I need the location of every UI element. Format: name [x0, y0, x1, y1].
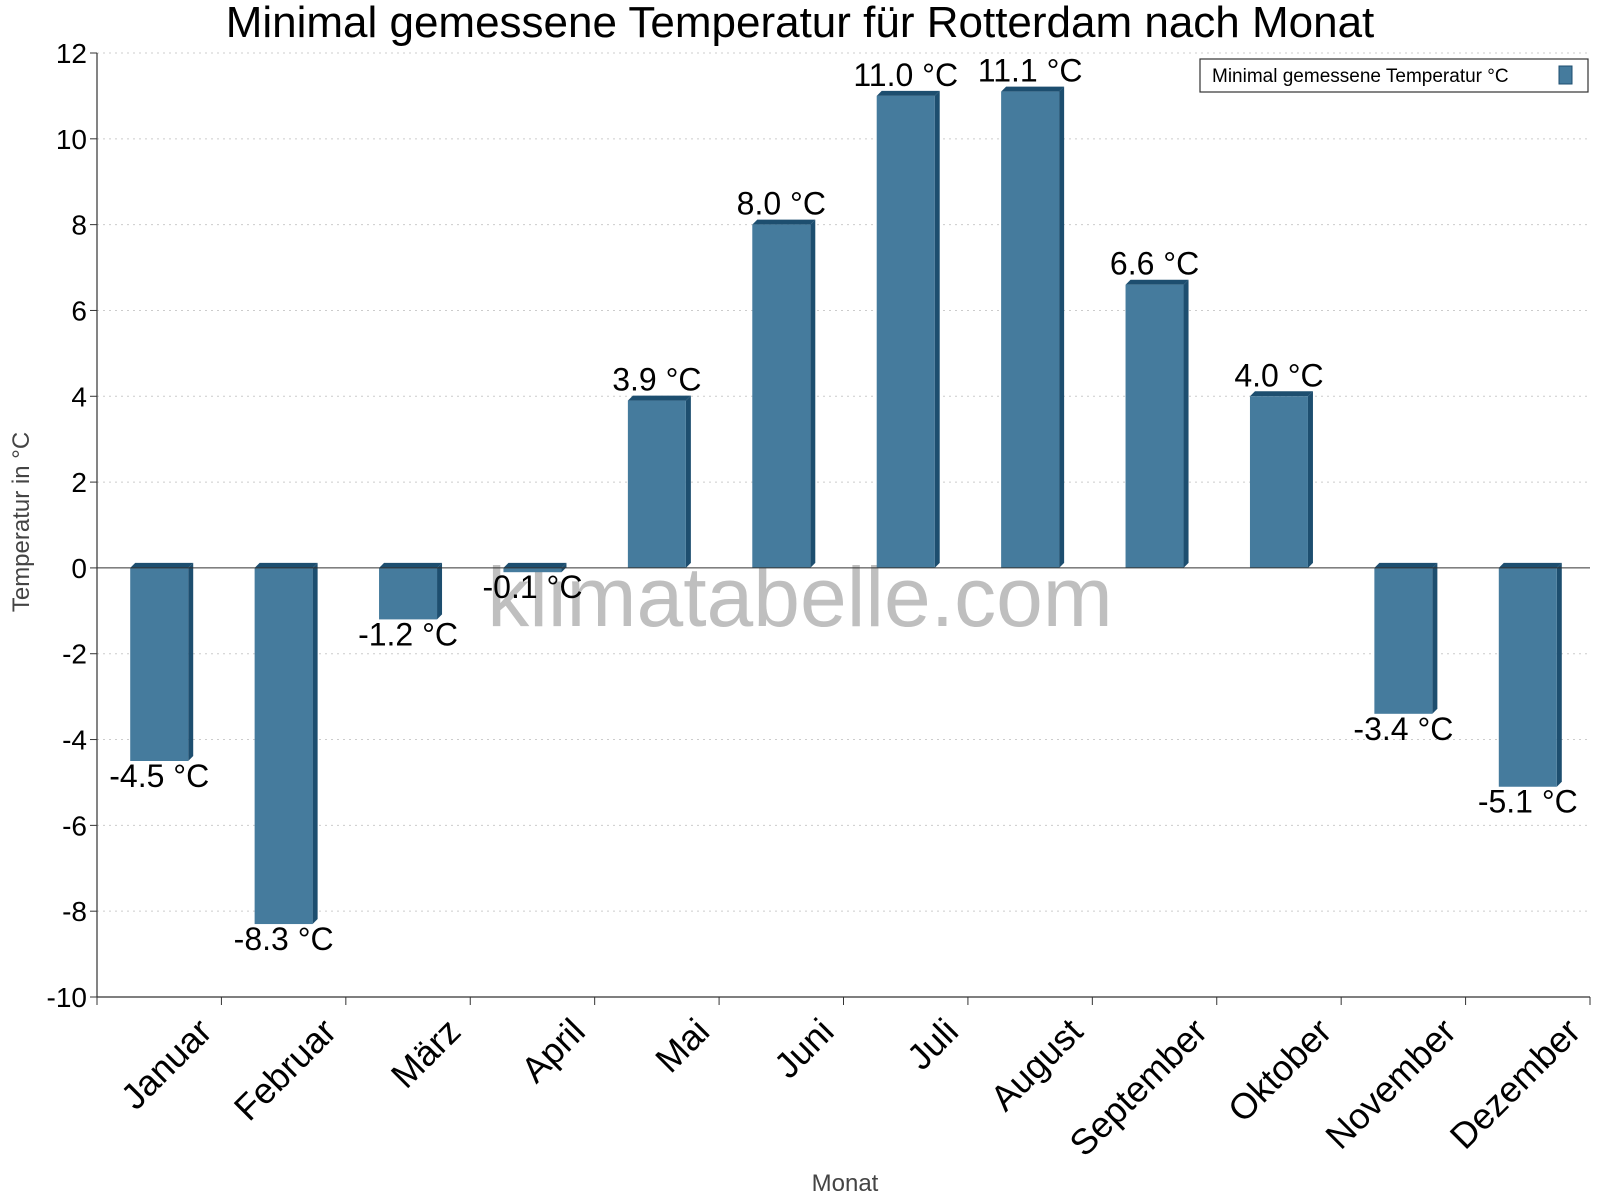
bar-top-face — [254, 562, 318, 568]
bar-januar — [130, 562, 194, 761]
data-label: -1.2 °C — [358, 616, 458, 652]
y-axis-label: Temperatur in °C — [8, 432, 35, 612]
bar-side-face — [437, 562, 443, 620]
bar-top-face — [1249, 391, 1313, 397]
bar-front-face — [1125, 284, 1184, 568]
bar-front-face — [379, 567, 438, 620]
data-label: 4.0 °C — [1234, 357, 1323, 393]
bar-top-face — [1125, 279, 1189, 285]
grid — [97, 52, 1590, 998]
bar-side-face — [934, 90, 940, 568]
bar-front-face — [627, 400, 686, 568]
x-tick-label: März — [383, 1010, 469, 1096]
bar-front-face — [1498, 567, 1557, 787]
bar-front-face — [503, 567, 562, 573]
bar-front-face — [1001, 91, 1060, 568]
bar-top-face — [503, 562, 567, 568]
bar-top-face — [1001, 86, 1065, 92]
bar-dezember — [1498, 562, 1562, 787]
bar-top-face — [379, 562, 443, 568]
y-tick-label: 6 — [71, 295, 87, 326]
bar-side-face — [1307, 391, 1313, 568]
bar-side-face — [685, 395, 691, 568]
data-label: 3.9 °C — [612, 362, 701, 398]
data-label: -8.3 °C — [234, 921, 334, 957]
bar-side-face — [188, 562, 194, 761]
y-tick-label: 8 — [71, 210, 87, 241]
bars — [130, 86, 1562, 925]
x-tick-label: November — [1317, 1010, 1463, 1156]
x-tick-label: Januar — [113, 1010, 220, 1117]
bar-top-face — [1498, 562, 1562, 568]
data-label: -3.4 °C — [1353, 711, 1453, 747]
data-label: 11.1 °C — [978, 53, 1083, 89]
bar-august — [1001, 86, 1065, 568]
bar-september — [1125, 279, 1189, 568]
bar-front-face — [1374, 567, 1433, 714]
bar-front-face — [130, 567, 189, 761]
bar-top-face — [876, 90, 940, 96]
bar-side-face — [1059, 86, 1065, 568]
x-tick-label: Mai — [647, 1010, 717, 1080]
x-tick-label: Juli — [899, 1010, 966, 1077]
data-label: -4.5 °C — [109, 758, 209, 794]
x-tick-label: April — [513, 1010, 593, 1090]
bar-top-face — [752, 219, 816, 225]
data-label: 8.0 °C — [737, 186, 826, 222]
y-tick-label: -10 — [47, 982, 87, 1013]
bar-front-face — [752, 224, 811, 568]
bar-side-face — [1432, 562, 1438, 714]
y-tick-label: -6 — [62, 810, 87, 841]
bar-side-face — [1183, 279, 1189, 568]
bar-front-face — [254, 567, 313, 925]
bar-side-face — [312, 562, 318, 925]
legend-box — [1199, 58, 1589, 93]
bar-juli — [876, 90, 940, 568]
bar-februar — [254, 562, 318, 925]
data-label: 6.6 °C — [1110, 246, 1199, 282]
bar-front-face — [1249, 396, 1308, 568]
y-tick-label: 0 — [71, 553, 87, 584]
data-labels: -4.5 °C -8.3 °C -1.2 °C -0.1 °C 3.9 °C 8.0 °C… — [109, 53, 1578, 957]
y-tick-label: 4 — [71, 381, 87, 412]
x-tick-label: Juni — [766, 1010, 842, 1086]
chart-title: Minimal gemessene Temperatur für Rotterd… — [226, 0, 1375, 47]
bar-side-face — [1556, 562, 1562, 787]
y-tick-label: 10 — [56, 124, 87, 155]
x-axis-label: Monat — [812, 1170, 879, 1197]
x-tick-label: Dezember — [1442, 1010, 1588, 1156]
bar-top-face — [130, 562, 194, 568]
bar-top-face — [627, 395, 691, 401]
bar-märz — [379, 562, 443, 620]
x-tick-label: Oktober — [1220, 1010, 1340, 1130]
x-tick-label: August — [982, 1010, 1090, 1118]
bar-mai — [627, 395, 691, 568]
data-label: 11.0 °C — [853, 57, 958, 93]
y-tick-label: -4 — [62, 725, 87, 756]
y-tick-label: 2 — [71, 467, 87, 498]
bar-front-face — [876, 95, 935, 568]
y-tick-label: 12 — [56, 38, 87, 69]
data-label: -5.1 °C — [1478, 784, 1578, 820]
legend: Minimal gemessene Temperatur °C — [1199, 58, 1589, 93]
bar-top-face — [1374, 562, 1438, 568]
y-tick-label: -2 — [62, 639, 87, 670]
legend-swatch — [1558, 65, 1573, 85]
bar-side-face — [810, 219, 816, 568]
bar-november — [1374, 562, 1438, 714]
data-label: -0.1 °C — [482, 569, 582, 605]
legend-label: Minimal gemessene Temperatur °C — [1212, 66, 1509, 87]
x-tick-label: Februar — [226, 1010, 344, 1128]
bar-juni — [752, 219, 816, 568]
bar-oktober — [1249, 391, 1313, 568]
y-tick-label: -8 — [62, 896, 87, 927]
